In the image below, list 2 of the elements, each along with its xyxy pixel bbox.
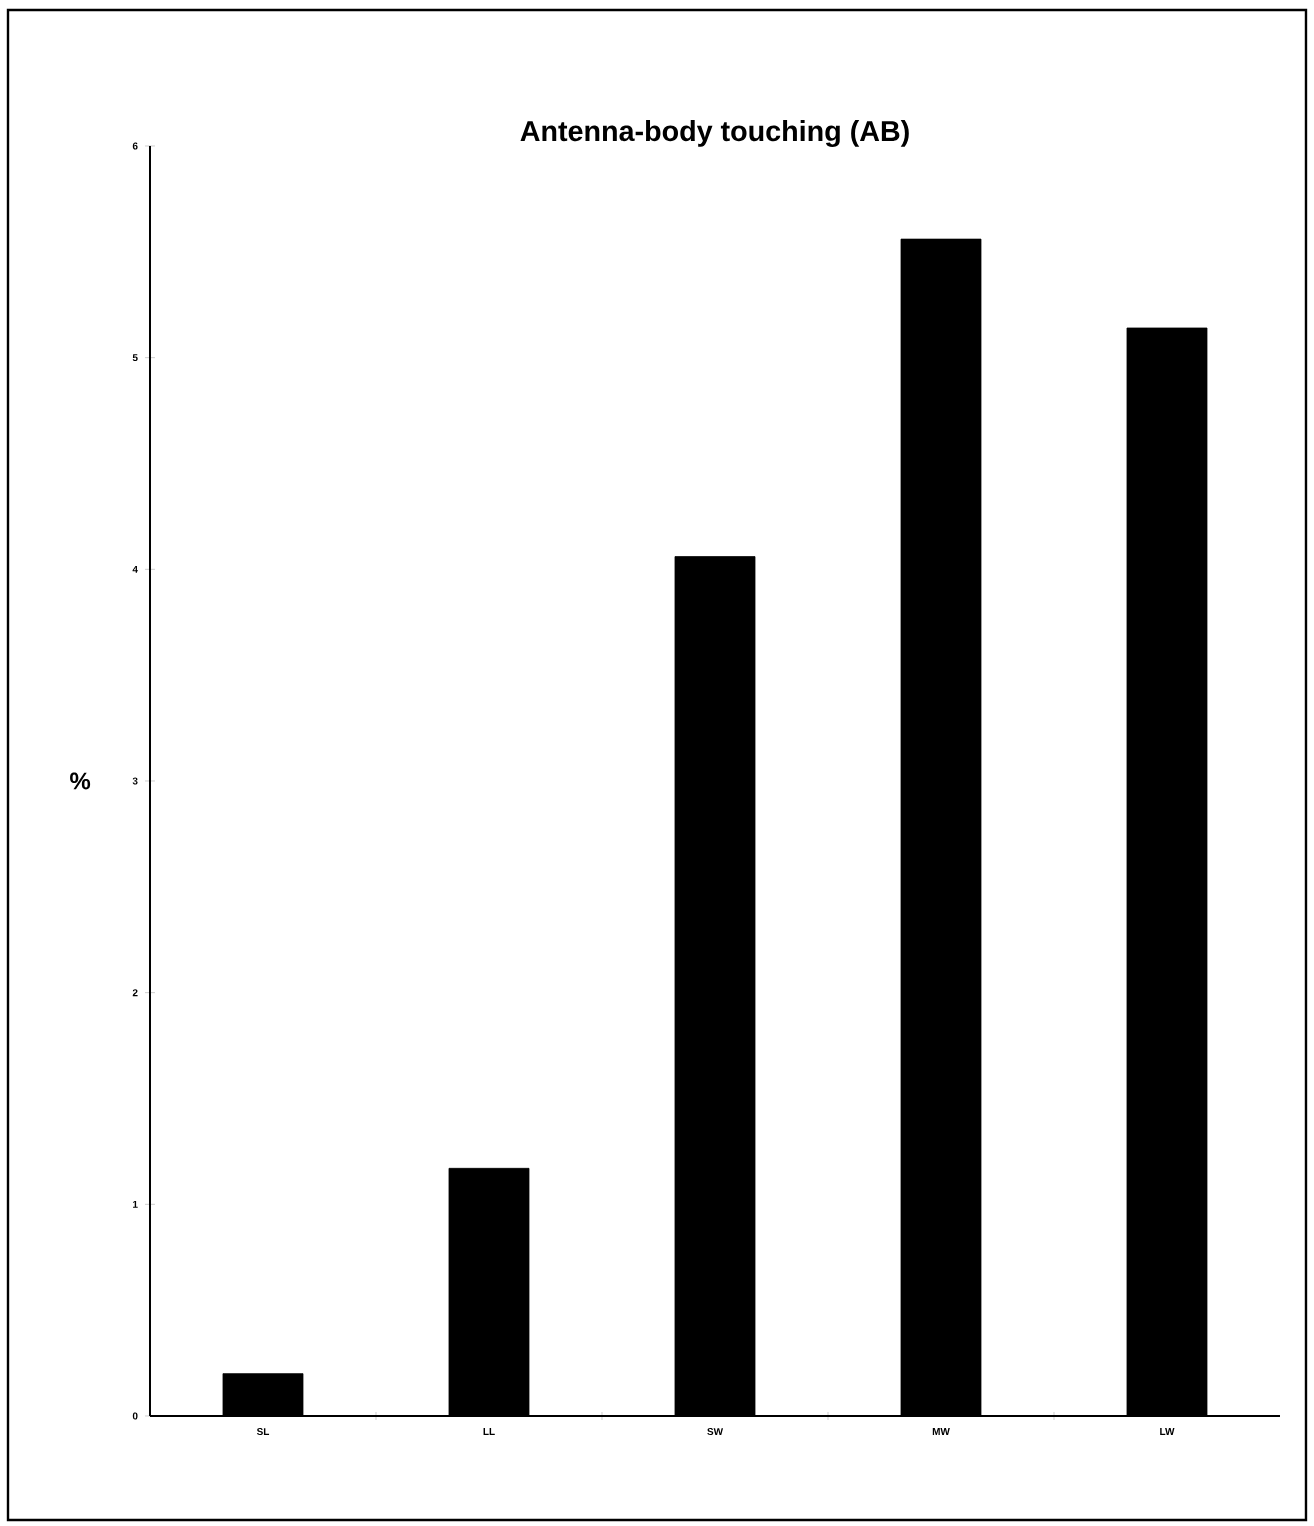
chart-title: Antenna-body touching (AB) — [520, 120, 909, 147]
y-axis-title: % — [70, 772, 91, 790]
